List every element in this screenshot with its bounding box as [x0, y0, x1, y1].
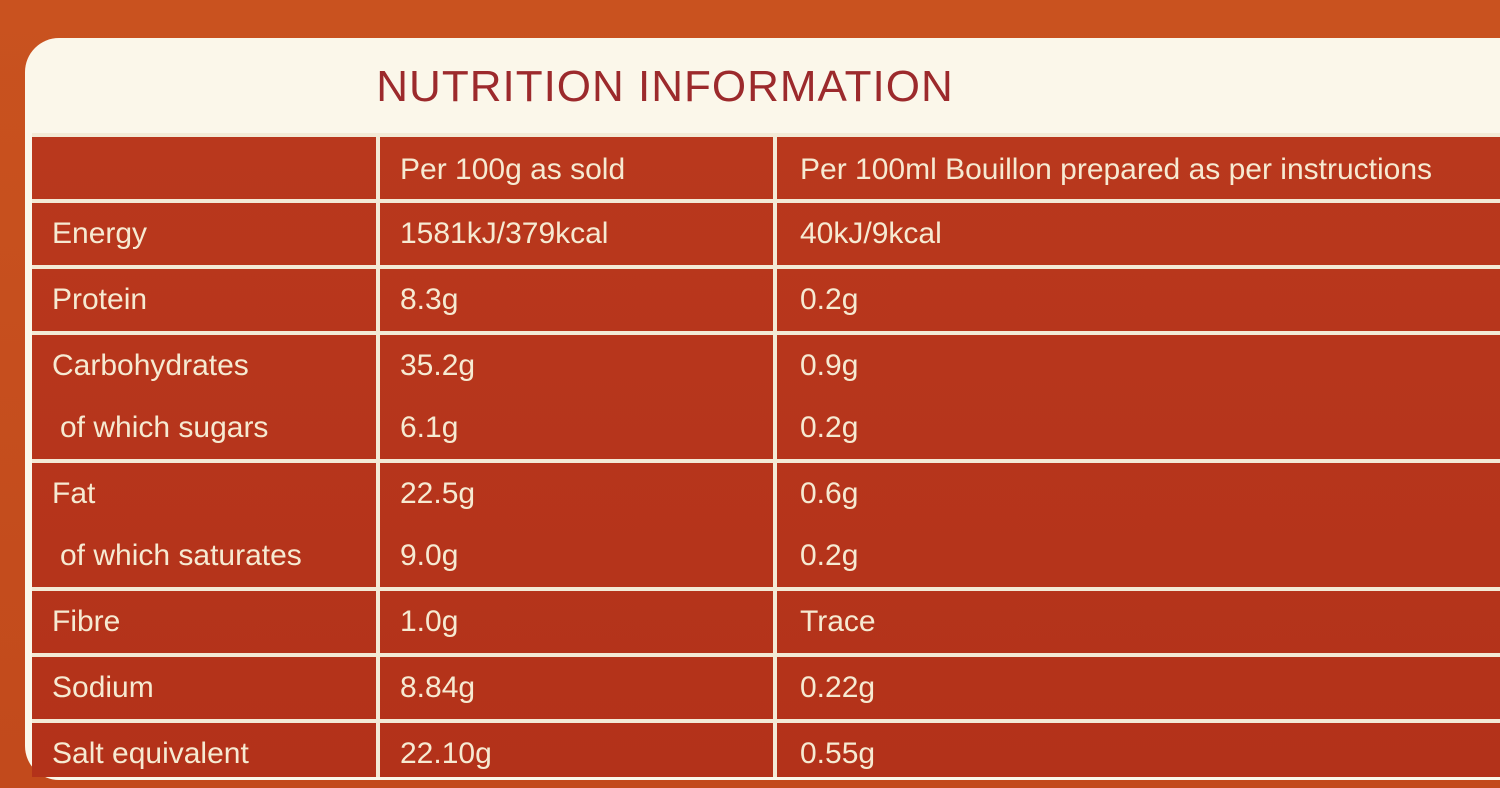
nutrient-value: Trace: [800, 605, 876, 638]
nutrient-value: 0.22g: [800, 671, 876, 704]
nutrient-value: 0.2g: [800, 411, 859, 444]
row-divider: [32, 265, 1500, 269]
nutrient-label: of which saturates: [60, 539, 302, 572]
row-divider: [32, 331, 1500, 335]
nutrient-value: 35.2g: [400, 349, 476, 382]
nutrient-value: 40kJ/9kcal: [800, 217, 942, 250]
nutrient-value: 0.6g: [800, 477, 859, 510]
row-divider: [32, 719, 1500, 723]
nutrient-value: 22.5g: [400, 477, 476, 510]
nutrient-value: 1.0g: [400, 605, 459, 638]
nutrient-value: 9.0g: [400, 539, 459, 572]
nutrient-value: 8.3g: [400, 283, 459, 316]
row-divider: [32, 199, 1500, 203]
title: NUTRITION INFORMATION: [376, 62, 954, 111]
column-header: Per 100ml Bouillon prepared as per instr…: [800, 153, 1433, 186]
column-header: Per 100g as sold: [400, 153, 626, 186]
nutrient-value: 1581kJ/379kcal: [400, 217, 609, 250]
nutrient-label: Fibre: [52, 605, 121, 638]
nutrient-value: 8.84g: [400, 671, 476, 704]
nutrient-value: 22.10g: [400, 737, 492, 770]
nutrient-value: 0.9g: [800, 349, 859, 382]
nutrient-label: Salt equivalent: [52, 737, 249, 770]
nutrient-label: Energy: [52, 217, 148, 250]
nutrition-table: Per 100g as sold Per 100ml Bouillon prepa…: [32, 133, 1500, 777]
column-divider: [376, 137, 380, 777]
nutrient-value: 0.55g: [800, 737, 876, 770]
row-divider: [32, 587, 1500, 591]
row-divider: [32, 459, 1500, 463]
nutrient-value: 0.2g: [800, 539, 859, 572]
nutrient-value: 0.2g: [800, 283, 859, 316]
nutrient-label: Carbohydrates: [52, 349, 249, 382]
nutrient-label: Protein: [52, 283, 148, 316]
nutrient-label: of which sugars: [60, 411, 269, 444]
nutrient-value: 6.1g: [400, 411, 459, 444]
column-divider: [773, 137, 777, 777]
nutrient-label: Fat: [52, 477, 96, 510]
row-divider: [32, 653, 1500, 657]
nutrient-label: Sodium: [52, 671, 154, 704]
